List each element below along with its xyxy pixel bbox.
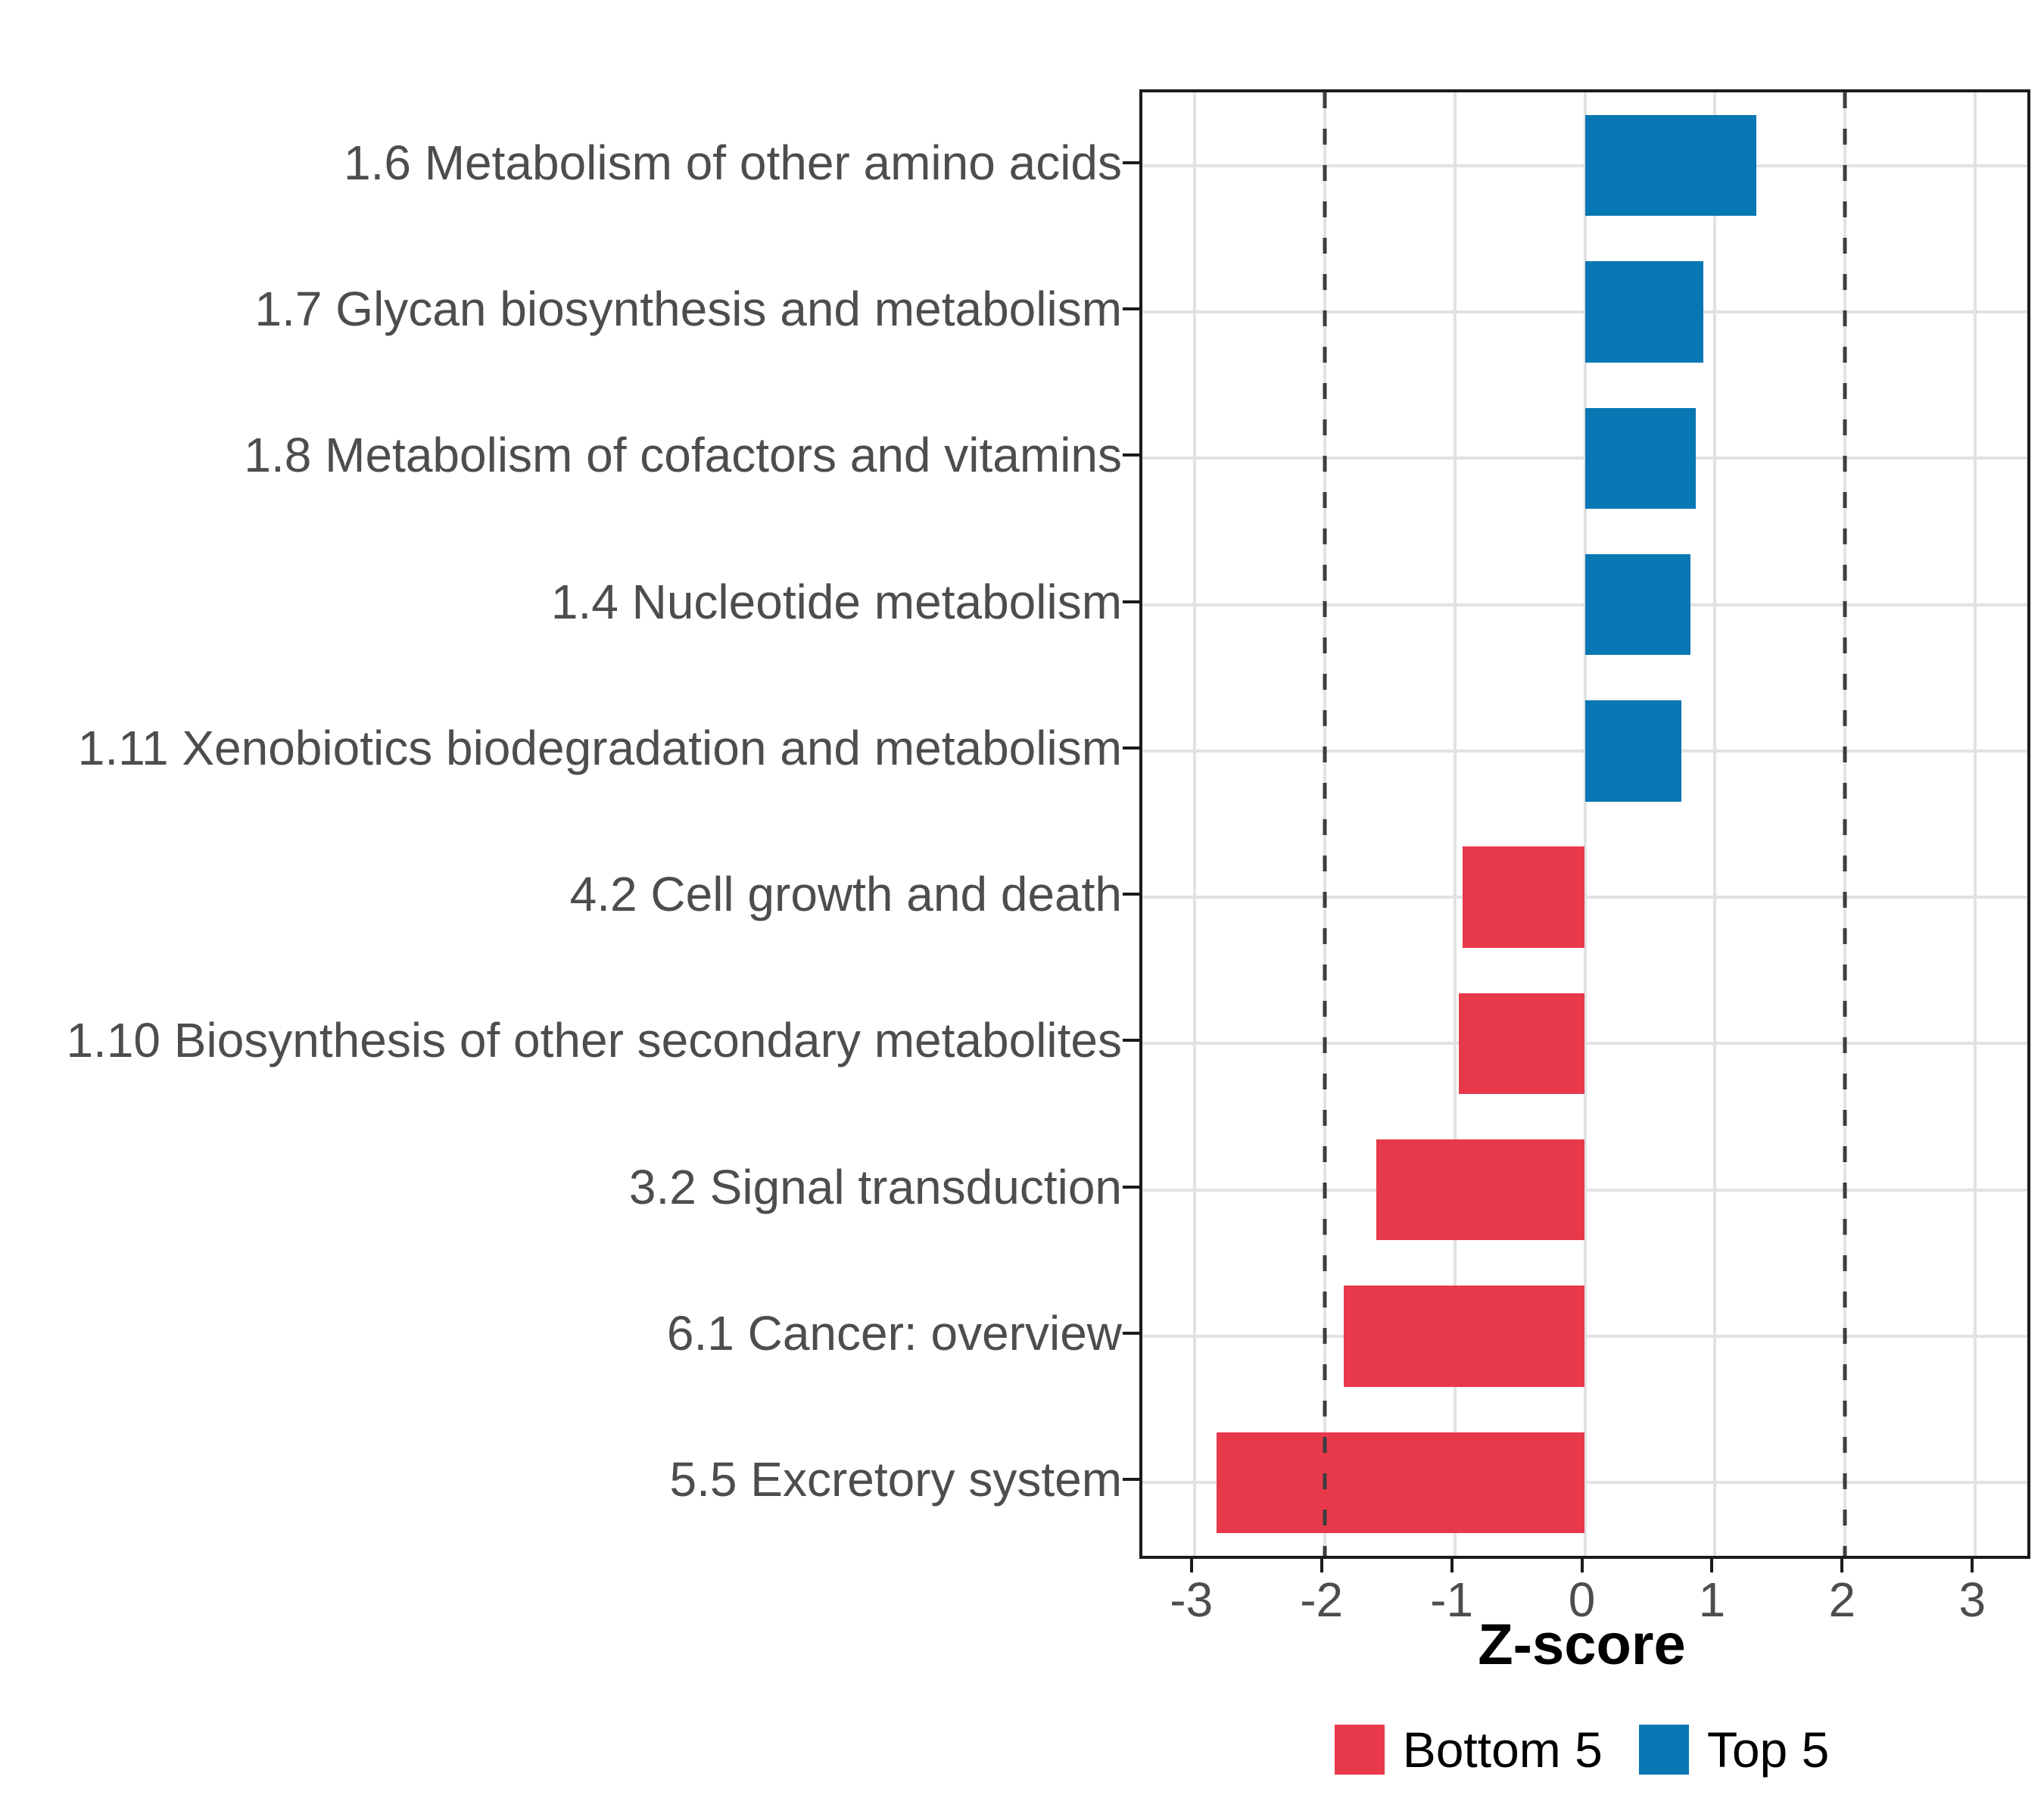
x-tick-mark	[1580, 1556, 1584, 1572]
legend-swatch	[1638, 1725, 1689, 1775]
y-tick-mark	[1123, 746, 1139, 750]
y-axis-label: 4.2 Cell growth and death	[569, 867, 1122, 922]
x-tick-label: -2	[1300, 1572, 1344, 1627]
horizontal-gridline	[1142, 1188, 2027, 1192]
x-tick-mark	[1971, 1556, 1974, 1572]
bar	[1344, 1286, 1585, 1387]
vertical-gridline	[1583, 92, 1587, 1556]
legend-item: Top 5	[1638, 1722, 1830, 1778]
x-axis-title: Z-score	[1478, 1613, 1686, 1677]
bar	[1216, 1432, 1585, 1534]
bar	[1584, 700, 1681, 802]
legend-label: Bottom 5	[1402, 1722, 1603, 1778]
vertical-gridline	[1974, 92, 1977, 1556]
y-axis-label: 1.7 Glycan biosynthesis and metabolism	[254, 281, 1122, 336]
bar	[1584, 553, 1690, 656]
y-tick-mark	[1123, 1332, 1139, 1335]
y-axis-label: 1.6 Metabolism of other amino acids	[343, 135, 1122, 190]
x-tick-label: 1	[1698, 1572, 1726, 1627]
horizontal-gridline	[1142, 1335, 2027, 1339]
y-tick-mark	[1123, 1039, 1139, 1043]
vertical-gridline	[1192, 92, 1196, 1556]
bar	[1584, 261, 1703, 363]
y-axis-label: 3.2 Signal transduction	[628, 1159, 1122, 1214]
y-axis-label: 1.11 Xenobiotics biodegradation and meta…	[77, 720, 1122, 775]
y-tick-mark	[1123, 1185, 1139, 1189]
bar	[1584, 114, 1757, 217]
y-tick-mark	[1123, 600, 1139, 603]
bar	[1584, 407, 1696, 509]
x-tick-label: 3	[1958, 1572, 1986, 1627]
x-tick-mark	[1320, 1556, 1323, 1572]
legend-swatch	[1334, 1725, 1385, 1775]
x-axis: -3 -2 -1 0 1 2 3	[1139, 1556, 2024, 1662]
horizontal-gridline	[1142, 1042, 2027, 1046]
x-tick-mark	[1189, 1556, 1193, 1572]
x-tick-label: 0	[1568, 1572, 1596, 1627]
y-axis-label: 1.4 Nucleotide metabolism	[550, 574, 1122, 629]
bar	[1376, 1139, 1585, 1241]
reference-line-dashed	[1843, 92, 1847, 1556]
x-tick-label: -1	[1430, 1572, 1474, 1627]
vertical-gridline	[1453, 92, 1457, 1556]
x-tick-label: 2	[1828, 1572, 1856, 1627]
x-tick-mark	[1840, 1556, 1844, 1572]
legend-item: Bottom 5	[1334, 1722, 1603, 1778]
x-tick-mark	[1450, 1556, 1454, 1572]
horizontal-gridline	[1142, 896, 2027, 899]
y-tick-mark	[1123, 453, 1139, 457]
x-tick-mark	[1710, 1556, 1714, 1572]
legend: Bottom 5 Top 5	[1139, 1723, 2024, 1776]
bar	[1462, 846, 1585, 948]
y-tick-mark	[1123, 161, 1139, 164]
plot-panel	[1139, 89, 2030, 1559]
horizontal-gridline	[1142, 1481, 2027, 1485]
bar	[1458, 993, 1585, 1095]
y-tick-mark	[1123, 1478, 1139, 1482]
legend-label: Top 5	[1706, 1722, 1830, 1778]
y-axis-label: 1.10 Biosynthesis of other secondary met…	[66, 1013, 1122, 1068]
vertical-gridline	[1713, 92, 1717, 1556]
y-tick-mark	[1123, 893, 1139, 896]
y-axis-label: 6.1 Cancer: overview	[666, 1306, 1122, 1361]
y-tick-mark	[1123, 307, 1139, 310]
y-axis-label: 5.5 Excretory system	[669, 1452, 1123, 1507]
y-axis-label: 1.8 Metabolism of cofactors and vitamins	[244, 428, 1122, 483]
x-tick-label: -3	[1170, 1572, 1214, 1627]
reference-line-dashed	[1323, 92, 1327, 1556]
